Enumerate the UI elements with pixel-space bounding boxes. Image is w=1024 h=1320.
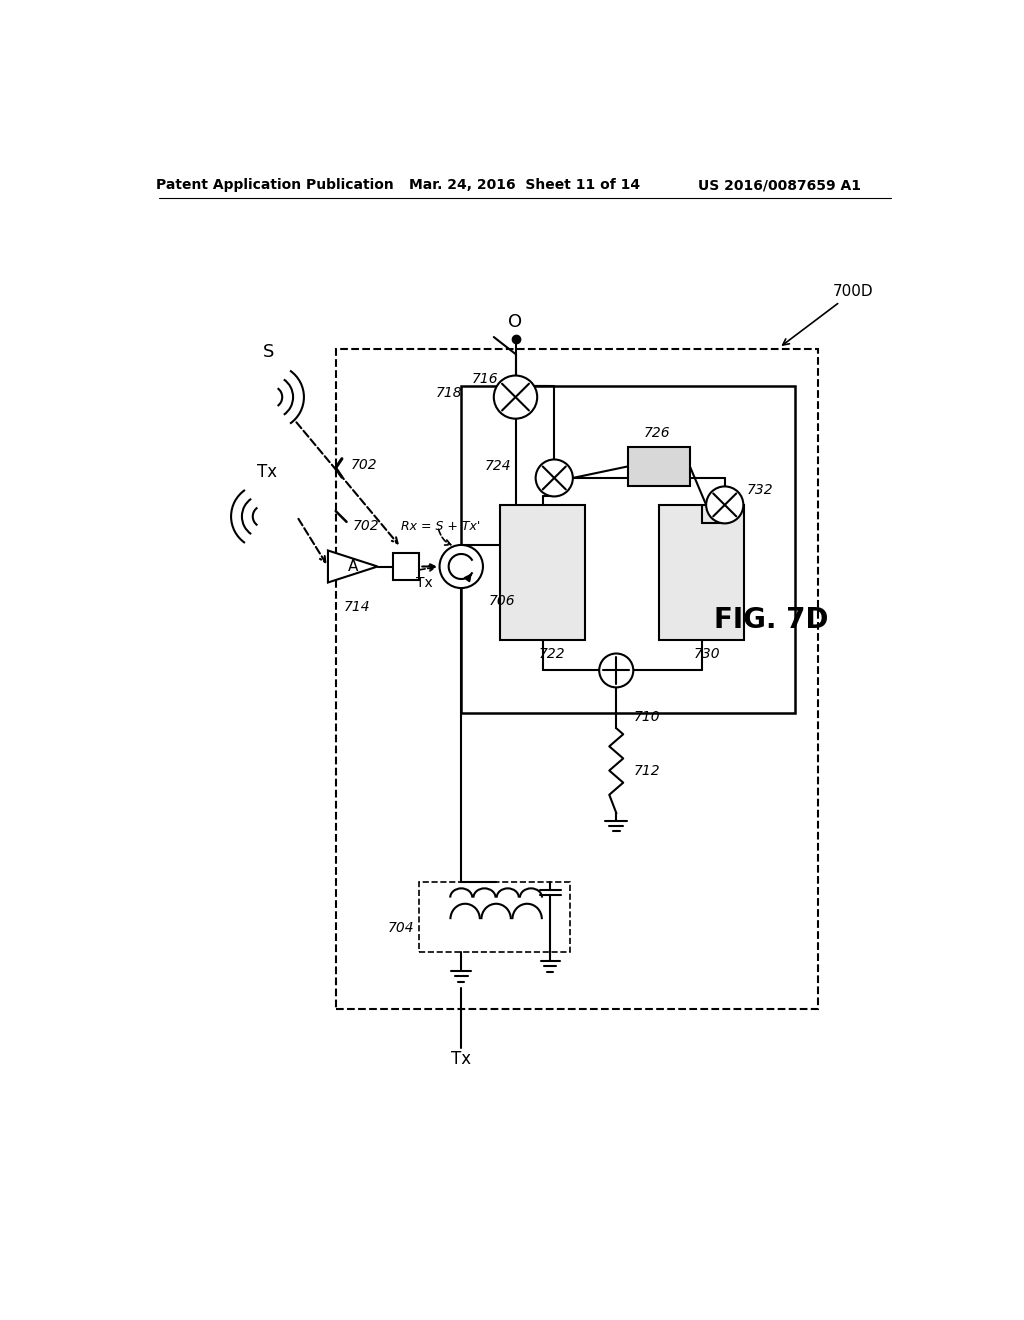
Bar <box>628 447 690 486</box>
Bar <box>658 506 744 640</box>
Text: Patent Application Publication: Patent Application Publication <box>157 178 394 193</box>
Circle shape <box>599 653 633 688</box>
Text: 714: 714 <box>343 599 370 614</box>
Text: 710: 710 <box>633 710 659 723</box>
Bar <box>336 350 818 1010</box>
Circle shape <box>494 376 538 418</box>
Polygon shape <box>328 550 378 582</box>
Text: 722: 722 <box>539 647 565 660</box>
Text: 702: 702 <box>351 458 378 471</box>
Text: 716: 716 <box>472 372 499 387</box>
Text: 712: 712 <box>633 763 659 777</box>
Text: 706: 706 <box>488 594 515 609</box>
Text: Tx: Tx <box>417 577 433 590</box>
Text: Mar. 24, 2016  Sheet 11 of 14: Mar. 24, 2016 Sheet 11 of 14 <box>410 178 640 193</box>
Circle shape <box>707 487 743 524</box>
Text: 732: 732 <box>746 483 773 496</box>
Text: Tx: Tx <box>452 1051 471 1068</box>
Text: US 2016/0087659 A1: US 2016/0087659 A1 <box>697 178 860 193</box>
Text: Tx: Tx <box>257 463 278 480</box>
Text: Rx = S + Tx': Rx = S + Tx' <box>400 520 480 533</box>
Text: 700D: 700D <box>782 284 873 345</box>
Text: A: A <box>347 558 358 574</box>
Text: 726: 726 <box>643 426 670 441</box>
Circle shape <box>439 545 483 589</box>
Bar <box>393 553 420 579</box>
Text: S: S <box>262 343 274 362</box>
Bar <box>500 506 586 640</box>
Text: 724: 724 <box>485 459 512 474</box>
Text: 730: 730 <box>693 647 720 660</box>
Circle shape <box>536 459 572 496</box>
Text: 704: 704 <box>388 921 415 936</box>
Text: 702: 702 <box>352 520 379 533</box>
Bar <box>461 385 795 713</box>
Text: FIG. 7D: FIG. 7D <box>714 606 828 635</box>
Bar <box>419 882 569 952</box>
Text: 718: 718 <box>436 387 463 400</box>
Text: O: O <box>509 313 522 331</box>
